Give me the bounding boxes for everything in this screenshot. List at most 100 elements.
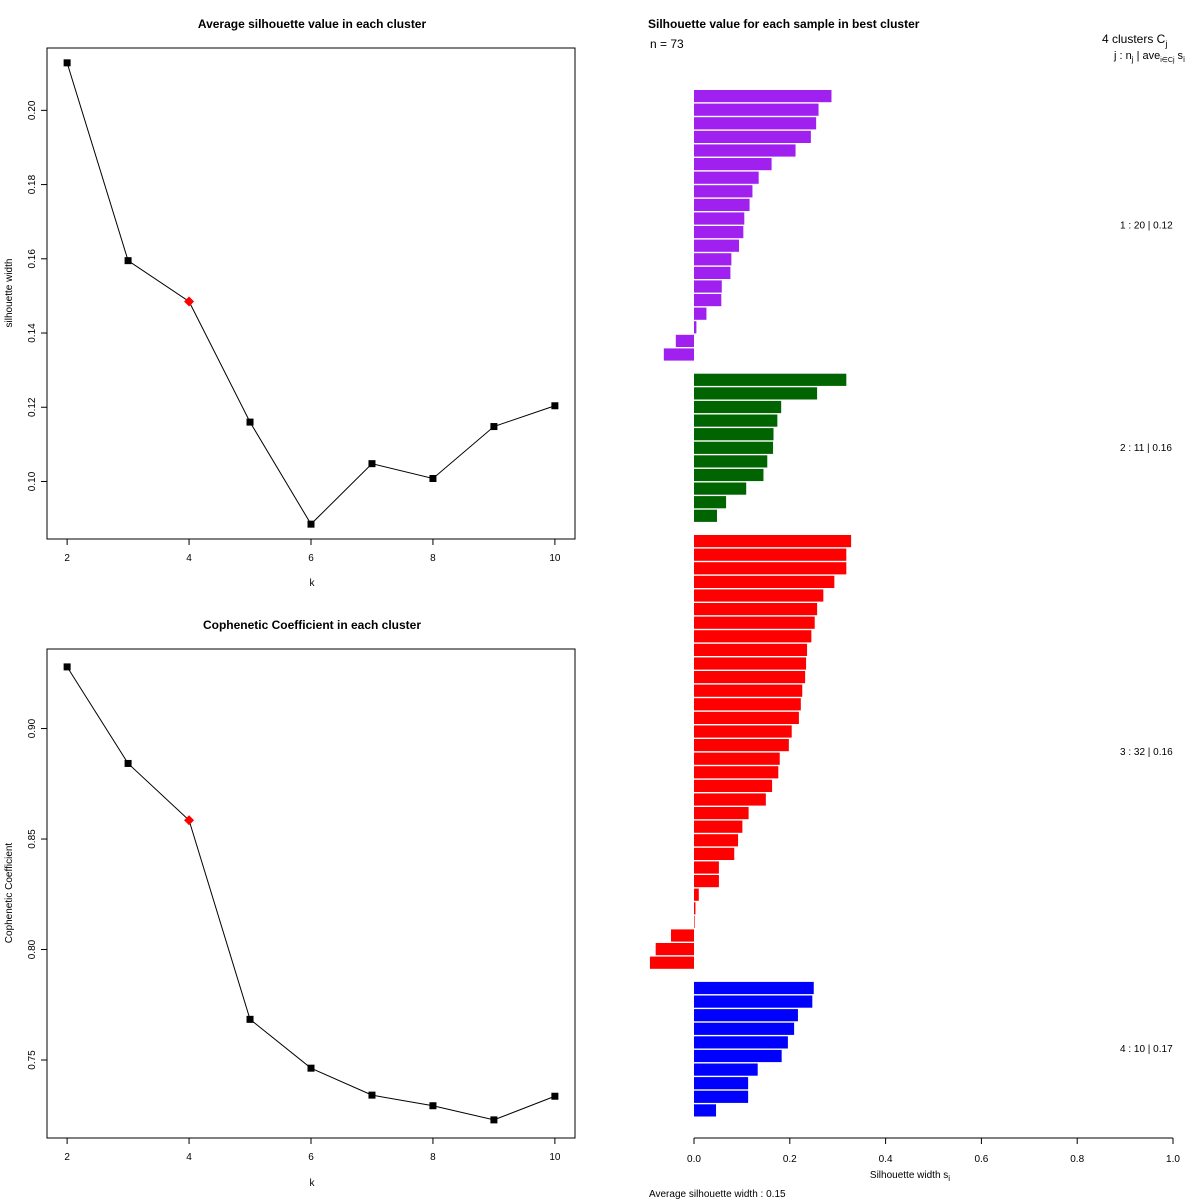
silhouette-bar: [694, 630, 812, 643]
silhouette-bar: [694, 171, 759, 184]
data-point: [246, 418, 254, 426]
legend-header-subscript: i: [1183, 55, 1185, 64]
y-tick-label: 0.12: [27, 397, 38, 417]
highlight-point: [184, 815, 195, 826]
x-tick-label: 10: [549, 1152, 561, 1163]
y-tick-label: 0.85: [27, 829, 38, 849]
silhouette-bar: [694, 915, 695, 928]
data-point: [307, 520, 315, 528]
series-marks: [63, 59, 559, 528]
silhouette-bar: [694, 779, 773, 792]
legend-header-subscript: i∈Cj: [1160, 57, 1175, 64]
data-point: [63, 663, 71, 671]
y-tick-label: 0.20: [27, 100, 38, 120]
legend-header-text: 4 clusters C: [1102, 32, 1166, 46]
silhouette-bar: [694, 90, 832, 103]
plot-frame: [46, 648, 576, 1139]
silhouette-bar: [694, 807, 749, 820]
silhouette-bar: [694, 1049, 782, 1063]
silhouette-bar-plot: Silhouette value for each sample in best…: [648, 17, 1185, 1200]
x-axis-label-text: Silhouette width s: [870, 1170, 948, 1181]
cluster-label: 2 : 11 | 0.16: [1120, 443, 1172, 454]
silhouette-bar: [694, 144, 796, 157]
silhouette-bar: [694, 535, 852, 548]
y-tick-label: 0.80: [27, 939, 38, 959]
cluster-label: 4 : 10 | 0.17: [1120, 1044, 1173, 1055]
silhouette-bar: [694, 266, 731, 279]
x-tick-label: 2: [64, 553, 70, 564]
legend-header-text: | ave: [1134, 50, 1161, 62]
silhouette-bar: [694, 793, 766, 806]
silhouette-bar: [694, 739, 789, 752]
silhouette-bars: [649, 90, 852, 1117]
silhouette-bar: [694, 834, 739, 847]
x-axis: 2 4 6 8 10: [64, 539, 561, 564]
x-tick-label: 8: [430, 1152, 436, 1163]
chart-title: Cophenetic Coefficient in each cluster: [203, 618, 421, 632]
silhouette-bar: [675, 334, 694, 347]
highlight-point: [184, 296, 195, 307]
silhouette-bar: [694, 321, 697, 334]
silhouette-bar: [694, 455, 768, 468]
silhouette-bar: [694, 496, 727, 509]
x-tick-label: 6: [308, 1152, 314, 1163]
x-tick-label: 0.8: [1070, 1154, 1084, 1165]
series-line: [66, 62, 556, 525]
silhouette-bar: [694, 875, 719, 888]
data-point: [368, 1091, 376, 1099]
silhouette-bar: [694, 562, 847, 575]
x-axis-label-subscript: i: [948, 1174, 950, 1183]
silhouette-bar: [694, 603, 818, 616]
silhouette-bar: [694, 468, 764, 482]
x-tick-label: 0.0: [687, 1154, 701, 1165]
data-point: [429, 475, 437, 483]
x-tick-label: 8: [430, 553, 436, 564]
data-point: [63, 59, 71, 67]
silhouette-bar: [694, 711, 799, 724]
x-tick-label: 10: [549, 553, 561, 564]
silhouette-bar: [694, 253, 732, 266]
silhouette-bar: [694, 280, 722, 293]
data-point: [124, 257, 132, 265]
y-axis-label: Cophenetic Coefficient: [4, 843, 15, 944]
cluster-label: 3 : 32 | 0.16: [1120, 747, 1173, 758]
silhouette-bar: [694, 1063, 758, 1076]
y-axis: 0.75 0.80 0.85 0.90: [27, 718, 47, 1070]
y-axis-label: silhouette width: [4, 259, 15, 328]
silhouette-bar: [694, 861, 719, 874]
legend-header-line1: 4 clusters Cj: [1102, 32, 1167, 49]
chart-title: Average silhouette value in each cluster: [198, 17, 427, 31]
legend-header-line2: j : nj | avei∈Cj si: [1113, 50, 1185, 64]
silhouette-bar: [694, 589, 824, 602]
silhouette-bar: [694, 616, 815, 629]
chart-title: Silhouette value for each sample in best…: [648, 17, 920, 31]
data-point: [368, 460, 376, 468]
silhouette-bar: [694, 766, 779, 779]
silhouette-bar: [694, 307, 707, 320]
silhouette-bar: [694, 575, 835, 588]
silhouette-bar: [694, 509, 717, 522]
silhouette-bar: [694, 1090, 749, 1103]
x-tick-label: 6: [308, 553, 314, 564]
silhouette-bar: [694, 198, 750, 211]
silhouette-line-chart: Average silhouette value in each cluster…: [4, 17, 576, 589]
silhouette-bar: [694, 698, 801, 711]
silhouette-bar: [694, 548, 847, 561]
silhouette-bar: [694, 130, 811, 143]
x-axis-label: Silhouette width si: [870, 1170, 950, 1183]
silhouette-bar: [694, 428, 774, 441]
x-tick-label: 0.6: [974, 1154, 988, 1165]
x-axis-label: k: [310, 1178, 316, 1189]
silhouette-bar: [694, 239, 740, 252]
silhouette-bar: [694, 671, 806, 684]
silhouette-bar: [694, 820, 743, 833]
silhouette-bar: [694, 725, 792, 738]
y-tick-label: 0.16: [27, 249, 38, 269]
y-tick-label: 0.90: [27, 718, 38, 738]
silhouette-bar: [694, 482, 747, 495]
silhouette-bar: [694, 902, 696, 915]
data-point: [246, 1015, 254, 1023]
silhouette-bar: [694, 441, 774, 454]
x-tick-label: 4: [186, 1152, 192, 1163]
